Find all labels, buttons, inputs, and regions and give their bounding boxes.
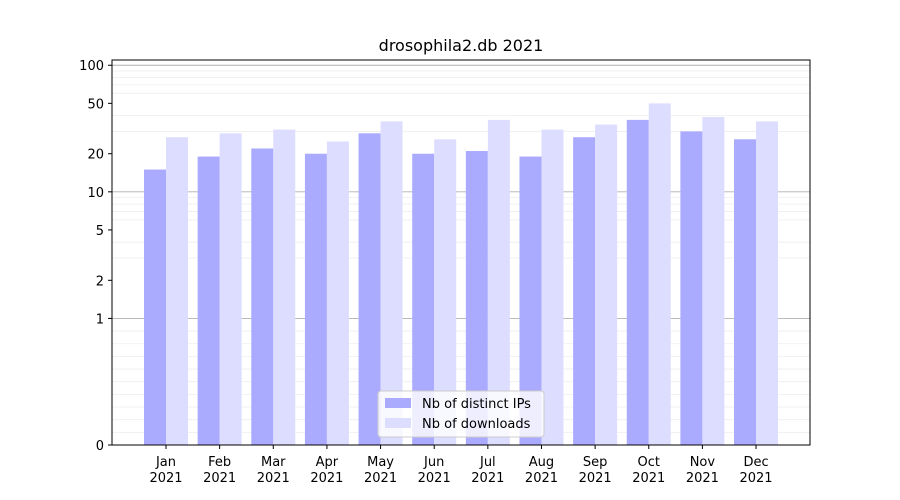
bar: [519, 156, 542, 446]
x-tick-label: Apr 2021: [310, 455, 343, 486]
y-tick-label: 10: [87, 186, 104, 201]
bar: [304, 153, 327, 446]
bar: [144, 169, 166, 445]
legend: Nb of distinct IPs Nb of downloads: [377, 390, 545, 438]
plot-area-frame: [111, 59, 811, 446]
x-tick-label: Nov 2021: [686, 455, 719, 486]
x-tick-label: Aug 2021: [525, 455, 558, 486]
x-tick-label: Jun 2021: [418, 455, 451, 486]
bar: [358, 133, 381, 445]
legend-swatch: [385, 418, 411, 428]
y-tick-label: 20: [87, 148, 104, 163]
bar: [219, 133, 242, 445]
bar: [412, 153, 435, 446]
x-tick-label: Jul 2021: [471, 455, 504, 486]
bar: [595, 124, 618, 445]
x-tick-label: Feb 2021: [203, 455, 236, 486]
bars: [144, 103, 779, 446]
x-axis: Jan 2021 Feb 2021 Mar 2021 Apr 2021 May 2021 Jun 20…: [149, 445, 773, 486]
y-axis: 0 1 2 5 10 20 50 100: [79, 59, 112, 454]
bar: [734, 139, 757, 445]
bar: [251, 148, 274, 445]
bar: [465, 151, 488, 445]
bar: [166, 137, 188, 446]
x-tick-label: Jan 2021: [149, 455, 182, 486]
bar: [702, 117, 725, 446]
bar: [680, 131, 703, 445]
bar: [326, 141, 349, 445]
x-tick-label: Mar 2021: [257, 455, 290, 486]
y-tick-label: 1: [96, 312, 104, 327]
legend-label: Nb of distinct IPs: [422, 397, 531, 412]
y-tick-label: 100: [79, 59, 104, 74]
bar: [197, 156, 220, 446]
bar: [648, 103, 671, 445]
legend-box: [377, 390, 545, 438]
x-tick-label: Oct 2021: [632, 455, 665, 486]
legend-swatch: [385, 398, 411, 408]
bar: [573, 137, 596, 446]
y-tick-label: 5: [96, 224, 104, 239]
bar: [541, 129, 564, 445]
x-tick-label: Dec 2021: [739, 455, 772, 486]
legend-label: Nb of downloads: [422, 417, 531, 432]
y-tick-label: 2: [96, 274, 104, 289]
bar: [380, 121, 403, 445]
y-tick-label: 0: [96, 439, 104, 454]
y-tick-label: 50: [87, 97, 104, 112]
bar: [434, 139, 457, 445]
bar: [273, 129, 296, 445]
bar: [626, 119, 649, 445]
chart-title: drosophila2.db 2021: [379, 36, 544, 55]
x-tick-label: May 2021: [364, 455, 397, 486]
x-tick-label: Sep 2021: [579, 455, 612, 486]
bar: [487, 119, 510, 445]
bar: [756, 121, 779, 445]
